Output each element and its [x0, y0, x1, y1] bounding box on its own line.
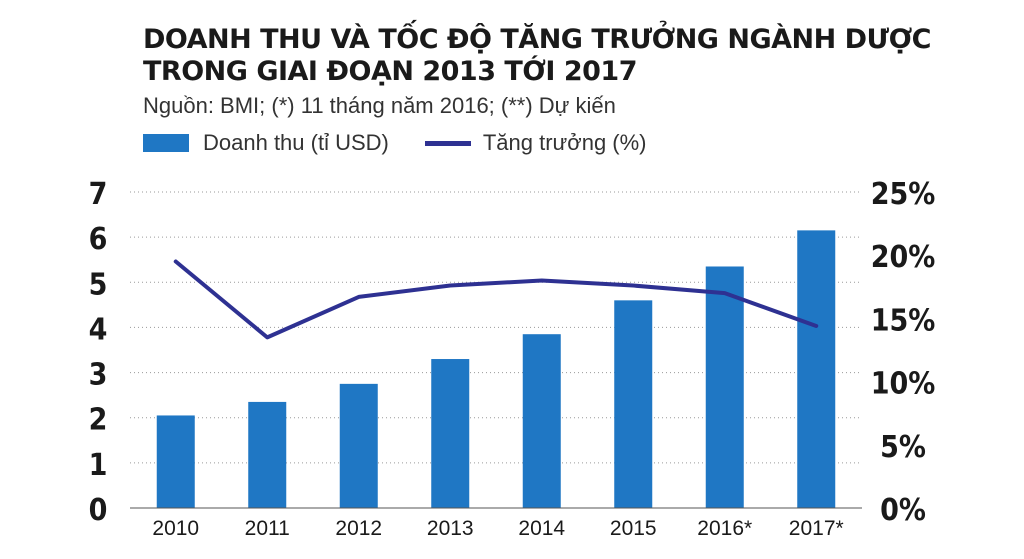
revenue-bar [431, 359, 470, 508]
x-axis-tick-label: 2011 [245, 517, 290, 540]
growth-point [814, 324, 818, 328]
growth-point [448, 284, 452, 288]
growth-point [540, 278, 544, 282]
right-axis-tick-label: 15% [871, 303, 936, 338]
right-axis-tick-label: 5% [880, 430, 926, 465]
left-axis-tick-label: 4 [89, 312, 108, 347]
right-axis-tick-label: 10% [871, 367, 936, 402]
right-axis-tick-label: 20% [871, 240, 936, 275]
legend-swatch-revenue [143, 134, 189, 152]
chart-title-line2: TRONG GIAI ĐOẠN 2013 TỚI 2017 [143, 56, 637, 87]
legend-label-growth: Tăng trưởng (%) [482, 130, 647, 155]
chart-subtitle: Nguồn: BMI; (*) 11 tháng năm 2016; (**) … [143, 93, 616, 118]
left-axis-tick-label: 7 [89, 177, 108, 212]
legend-label-revenue: Doanh thu (tỉ USD) [203, 130, 389, 155]
revenue-bar [614, 300, 653, 508]
revenue-bar [522, 334, 561, 508]
left-axis-tick-label: 0 [89, 493, 108, 528]
x-axis-tick-label: 2017* [789, 517, 844, 540]
left-axis-tick-label: 6 [89, 222, 108, 257]
right-axis-tick-label: 0% [880, 493, 926, 528]
left-axis-tick-label: 5 [89, 267, 108, 302]
growth-point [265, 335, 269, 339]
growth-point [174, 260, 178, 264]
x-axis-tick-label: 2015 [610, 517, 657, 540]
revenue-bar [705, 266, 744, 508]
growth-point [723, 291, 727, 295]
legend: Doanh thu (tỉ USD) Tăng trưởng (%) [143, 128, 647, 158]
x-axis-tick-label: 2010 [152, 517, 199, 540]
left-axis-tick-label: 1 [89, 448, 108, 483]
chart-title-line1: DOANH THU VÀ TỐC ĐỘ TĂNG TRƯỞNG NGÀNH DƯ… [143, 24, 932, 55]
x-axis-tick-label: 2013 [427, 517, 474, 540]
x-axis-tick-label: 2016* [697, 517, 752, 540]
left-axis-tick-label: 2 [89, 403, 108, 438]
revenue-bar [339, 383, 378, 508]
growth-point [631, 284, 635, 288]
growth-line [173, 259, 819, 340]
revenue-bar [248, 401, 287, 508]
left-axis-tick-label: 3 [89, 358, 108, 393]
growth-point [357, 295, 361, 299]
legend-swatch-growth [424, 140, 471, 146]
revenue-bar [156, 415, 195, 508]
x-axis-tick-label: 2014 [518, 517, 565, 540]
x-axis-tick-label: 2012 [335, 517, 382, 540]
right-axis-tick-label: 25% [871, 177, 936, 212]
revenue-bar [797, 230, 836, 508]
